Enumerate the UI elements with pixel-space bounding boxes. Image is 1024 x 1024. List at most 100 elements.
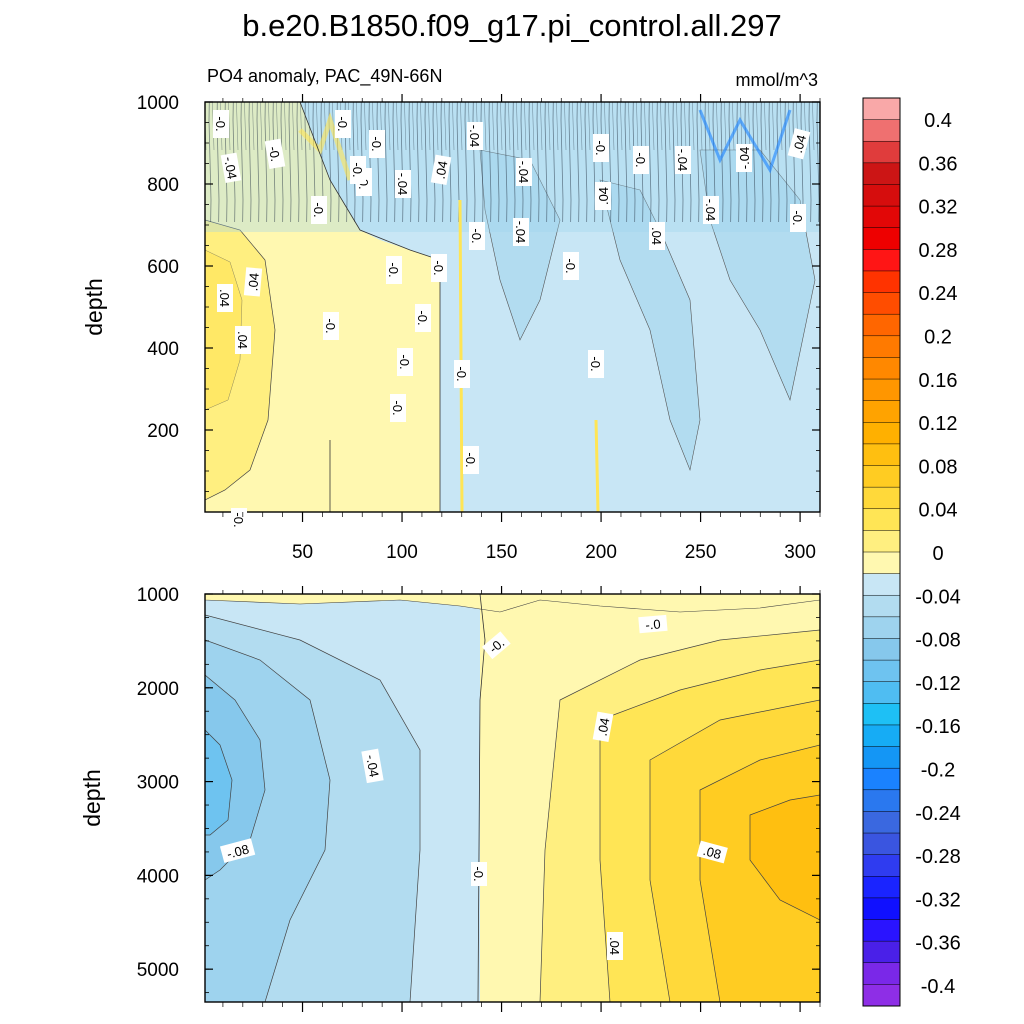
contour-label-box: -0.: [469, 222, 485, 250]
contour-label: -0.: [431, 260, 446, 275]
upper-streak: [458, 199, 464, 512]
colorbar-swatch: [863, 638, 900, 661]
colorbar-swatch: [863, 141, 900, 164]
y-tick-label: 1000: [137, 93, 179, 114]
contour-label-box: -0.: [350, 156, 366, 184]
contour-label: -0.: [231, 512, 246, 527]
lower-top-edge: [205, 594, 820, 613]
upper-y-axis: 200 400 600 800 1000: [137, 93, 820, 513]
x-tick-label: 50: [292, 542, 313, 563]
contour-label-box: -0.: [335, 110, 351, 138]
contour-label-box: .04: [243, 267, 263, 297]
x-tick-label: 300: [784, 542, 816, 563]
contour-label-box: -.04: [703, 196, 719, 224]
colorbar-tick-label: -0.36: [915, 933, 961, 955]
contour-label: -0.: [350, 162, 365, 177]
colorbar-swatch: [863, 919, 900, 942]
contour-label: -0.: [369, 136, 384, 151]
contour-label: .04: [790, 133, 809, 154]
upper-noise-streak: [298, 112, 353, 181]
colorbar-swatch: [863, 206, 900, 229]
colorbar-swatch: [863, 573, 900, 596]
contour-label: -0.: [397, 354, 412, 369]
lower-contour-labels: -.08 -.04 -0. -0. .04 .08 .04 -.0: [219, 614, 728, 960]
upper-streak: [594, 419, 600, 512]
upper-zero-contour: [299, 102, 441, 512]
colorbar-swatch: [863, 98, 900, 120]
chart-title: b.e20.B1850.f09_g17.pi_control.all.297: [242, 8, 782, 43]
colorbar: 0.4 0.36 0.32 0.28 0.24 0.2 0.16 0.12 0.08 0.04 0 -…: [862, 97, 961, 1007]
colorbar-tick-label: -0.16: [915, 716, 961, 738]
panel-subtitle: PO4 anomaly, PAC_49N-66N: [207, 66, 442, 87]
contour-label: -0.: [213, 116, 228, 131]
contour-label-box: .04: [595, 182, 611, 210]
upper-x-axis: 50 100 150 200 250 300: [222, 94, 821, 563]
colorbar-swatch: [863, 227, 900, 250]
colorbar-swatch: [863, 552, 900, 574]
contour-label: .04: [595, 717, 613, 737]
contour-label: -0.: [390, 400, 405, 415]
contour-label: .08: [701, 843, 722, 862]
colorbar-tick-label: 0.4: [924, 110, 952, 132]
contour-label-box: -0.: [633, 146, 649, 174]
contour-label: -0.: [588, 356, 603, 371]
contour-label-box: -0.: [463, 446, 479, 474]
y-tick-label: 1000: [137, 585, 179, 606]
colorbar-swatch: [863, 724, 900, 747]
lower-zero-contour: [477, 594, 486, 1002]
contour-label: -.04: [737, 147, 752, 169]
contour-label: -0.: [633, 152, 648, 167]
colorbar-tick-label: 0.2: [924, 327, 952, 349]
contour-label-box: -0.: [415, 304, 431, 332]
contour-label-box: -0.: [431, 254, 447, 282]
colorbar-swatch: [863, 703, 900, 726]
colorbar-swatch: [863, 357, 900, 380]
y-tick-label: 4000: [137, 866, 179, 887]
colorbar-frame: [862, 97, 901, 1007]
contour-label: .04: [217, 289, 232, 307]
colorbar-swatch: [863, 746, 900, 769]
contour-label-box: -0.: [790, 204, 806, 232]
colorbar-tick-label: 0.28: [919, 240, 958, 262]
contour-label: -0.: [323, 318, 338, 333]
contour-label-box: .04: [649, 222, 665, 250]
x-tick-label: 100: [386, 542, 418, 563]
upper-panel: [205, 102, 820, 512]
colorbar-tick-label: 0.08: [919, 456, 958, 478]
contour-label: .04: [607, 937, 622, 955]
colorbar-swatch: [863, 789, 900, 812]
contour-label: -.04: [363, 754, 382, 779]
colorbar-swatch: [863, 422, 900, 445]
colorbar-swatch: [863, 292, 900, 315]
contour-label: .04: [433, 160, 451, 180]
y-tick-label: 3000: [137, 773, 179, 794]
contour-label-box: -0.: [593, 134, 609, 162]
contour-label-box: -.04: [220, 152, 242, 184]
contour-label: -0.: [593, 140, 608, 155]
colorbar-swatch: [863, 400, 900, 423]
colorbar-swatch: [863, 249, 900, 272]
contour-label-box: -.04: [513, 218, 529, 246]
colorbar-swatch: [863, 811, 900, 834]
contour-label: -.08: [225, 841, 251, 861]
colorbar-swatch: [863, 184, 900, 207]
colorbar-swatch: [863, 465, 900, 488]
colorbar-tick-label: -0.32: [915, 889, 961, 911]
colorbar-swatch: [863, 876, 900, 899]
y-tick-label: 200: [147, 421, 179, 442]
contour-label: -0.: [335, 116, 350, 131]
upper-y-axis-label: depth: [81, 278, 107, 336]
colorbar-swatch: [863, 941, 900, 964]
colorbar-swatch: [863, 681, 900, 704]
colorbar-tick-label: -0.08: [915, 630, 961, 652]
contour-label-box: -0.: [397, 348, 413, 376]
lower-panel: [205, 594, 820, 1002]
colorbar-tick-label: 0.36: [919, 153, 958, 175]
contour-label-box: -.04: [467, 122, 483, 150]
contour-label-box: -.04: [395, 170, 411, 198]
x-tick-label: 150: [486, 542, 518, 563]
colorbar-swatch: [863, 897, 900, 920]
y-tick-label: 5000: [137, 960, 179, 981]
contour-label-box: -0.: [311, 196, 327, 224]
